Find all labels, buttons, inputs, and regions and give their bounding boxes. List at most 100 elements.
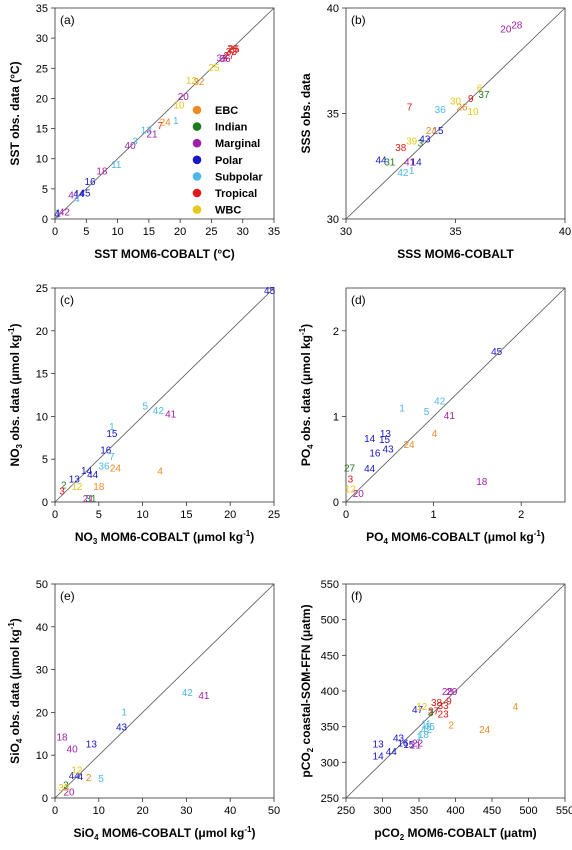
x-tick-label: 40 — [559, 226, 571, 238]
x-tick-label: 40 — [224, 805, 236, 817]
data-point-label: 24 — [110, 463, 122, 474]
panel-label: (c) — [60, 293, 74, 307]
x-tick-label: 250 — [337, 805, 355, 817]
legend-marker-tropical — [192, 188, 202, 198]
y-tick-label: 25 — [36, 63, 48, 75]
data-point-label: 44 — [386, 747, 398, 758]
data-point-label: 4 — [432, 429, 438, 440]
x-tick-label: 30 — [237, 226, 249, 238]
data-point-label: 12 — [71, 482, 83, 493]
data-point-label: 3 — [63, 781, 69, 792]
y-axis-label: SiO4 obs. data (μmol kg-1) — [7, 618, 24, 764]
data-point-label: 27 — [223, 51, 235, 62]
data-point-label: 12 — [186, 76, 198, 87]
data-point-label: 24 — [404, 440, 416, 451]
x-tick-label: 550 — [556, 805, 572, 817]
data-point-label: 1 — [399, 403, 405, 414]
y-tick-label: 30 — [36, 33, 48, 45]
data-point-label: 43 — [116, 722, 128, 733]
panel-label: (b) — [351, 13, 366, 27]
data-point-label: 42 — [434, 396, 446, 407]
x-tick-label: 500 — [519, 805, 537, 817]
legend-label-subpolar: Subpolar — [215, 171, 263, 183]
data-point-label: 14 — [81, 466, 93, 477]
data-point-label: 4 — [157, 467, 163, 478]
data-point-label: 31 — [384, 158, 396, 169]
legend-marker-wbc — [192, 205, 202, 214]
data-point-label: 43 — [393, 734, 405, 745]
x-tick-label: 350 — [410, 805, 428, 817]
data-point-label: 31 — [85, 494, 97, 505]
x-tick-label: 0 — [52, 226, 58, 238]
legend-label-polar: Polar — [215, 155, 243, 167]
y-tick-label: 50 — [36, 579, 48, 591]
data-point-label: 33 — [58, 783, 70, 794]
data-point-label: 25 — [208, 63, 220, 74]
data-point-label: 22 — [412, 739, 424, 750]
x-tick-label: 30 — [180, 805, 192, 817]
y-axis-label: NO3 obs. data (μmol kg-1) — [7, 324, 24, 467]
data-point-label: 28 — [511, 20, 523, 31]
data-point-label: 9 — [468, 94, 474, 105]
panel-label: (e) — [60, 589, 75, 603]
data-point-label: 36 — [98, 462, 110, 473]
data-point-label: 36 — [220, 54, 232, 65]
data-point-label: 15 — [432, 126, 444, 137]
y-tick-label: 350 — [321, 722, 339, 734]
data-point-label: 12 — [416, 702, 428, 713]
y-tick-label: 35 — [36, 3, 48, 15]
panel-label: (d) — [351, 293, 366, 307]
data-point-label: 18 — [418, 730, 430, 741]
data-point-label: 1 — [109, 422, 115, 433]
x-tick-label: 50 — [268, 805, 280, 817]
x-tick-label: 20 — [136, 805, 148, 817]
x-tick-label: 450 — [483, 805, 501, 817]
y-tick-label: 1 — [333, 411, 339, 423]
y-tick-label: 35 — [327, 109, 339, 121]
data-point-label: 42 — [421, 725, 433, 736]
legend-marker-polar — [192, 155, 202, 165]
data-point-label: 36 — [435, 105, 447, 116]
data-point-label: 5 — [424, 407, 430, 418]
data-point-label: 29 — [446, 687, 458, 698]
x-tick-label: 10 — [136, 509, 148, 521]
data-point-label: 18 — [93, 482, 105, 493]
data-point-label: 21 — [410, 741, 422, 752]
data-point-label: 7 — [407, 103, 413, 114]
data-point-label: 16 — [369, 449, 381, 460]
data-point-label: 14 — [411, 158, 423, 169]
legend-label-marginal: Marginal — [215, 138, 260, 150]
y-tick-label: 250 — [321, 793, 339, 805]
data-point-label: 3 — [132, 137, 138, 148]
y-tick-label: 30 — [36, 665, 48, 677]
data-point-label: 28 — [227, 44, 239, 55]
data-point-label: 1 — [55, 208, 61, 219]
x-tick-label: 15 — [180, 509, 192, 521]
data-point-label: 2 — [61, 480, 67, 491]
y-tick-label: 500 — [321, 615, 339, 627]
data-point-label: 18 — [56, 733, 68, 744]
y-tick-label: 550 — [321, 579, 339, 591]
data-point-label: 42 — [153, 406, 165, 417]
data-point-label: 44 — [375, 155, 387, 166]
panel-e: 0 10 20 30 40 50 0 10 20 30 40 50 SiO4 MOM6-COBALT (… — [7, 579, 280, 842]
x-axis-label: PO4 MOM6-COBALT (μmol kg-1) — [366, 529, 545, 546]
legend-marker-subpolar — [192, 172, 202, 181]
data-point-label: 20 — [500, 25, 512, 36]
one-to-one-line — [345, 287, 566, 503]
y-tick-label: 15 — [36, 124, 48, 136]
y-tick-label: 5 — [42, 184, 48, 196]
data-point-label: 16 — [100, 445, 112, 456]
data-point-label: 41 — [444, 411, 456, 422]
data-point-label: 28 — [442, 687, 454, 698]
legend-label-tropical: Tropical — [215, 188, 257, 200]
data-point-label: 26 — [457, 103, 469, 114]
data-point-label: 12 — [71, 765, 83, 776]
data-point-label: 33 — [217, 54, 229, 65]
x-tick-label: 400 — [446, 805, 464, 817]
data-point-label: 24 — [479, 725, 491, 736]
data-point-label: 4 — [78, 772, 84, 783]
x-axis-label: NO3 MOM6-COBALT (μmol kg-1) — [75, 529, 254, 546]
